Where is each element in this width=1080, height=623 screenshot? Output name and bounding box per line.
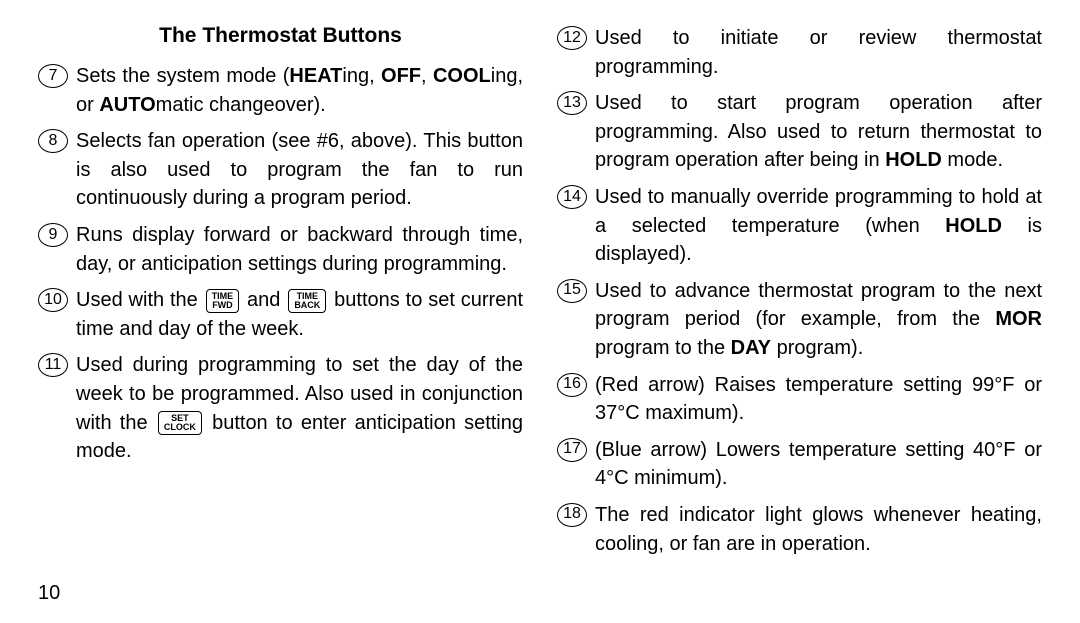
right-items: 12 Used to initiate or review thermostat … [557,24,1042,566]
item-number-badge: 10 [38,288,68,312]
item-number-badge: 13 [557,91,587,115]
item-number-badge: 11 [38,353,68,377]
item-number-badge: 7 [38,64,68,88]
item-number-badge: 15 [557,279,587,303]
left-column: The Thermostat Buttons 7 Sets the system … [38,24,523,605]
item-text: Used to initiate or review thermostat pr… [595,24,1042,81]
list-item: 12 Used to initiate or review thermostat … [557,24,1042,81]
item-text: The red indicator light glows whenever h… [595,501,1042,558]
list-item: 10 Used with the TIMEFWD and TIMEBACK but… [38,286,523,343]
two-column-layout: The Thermostat Buttons 7 Sets the system … [38,24,1042,605]
item-text: (Red arrow) Raises temperature setting 9… [595,371,1042,428]
item-text: (Blue arrow) Lowers temperature setting … [595,436,1042,493]
item-number-badge: 12 [557,26,587,50]
list-item: 7 Sets the system mode (HEATing, OFF, COO… [38,62,523,119]
item-text: Used during programming to set the day o… [76,351,523,465]
list-item: 8 Selects fan operation (see #6, above). … [38,127,523,213]
item-number-badge: 16 [557,373,587,397]
list-item: 16 (Red arrow) Raises temperature setting… [557,371,1042,428]
list-item: 13 Used to start program operation after … [557,89,1042,175]
item-text: Runs display forward or backward through… [76,221,523,278]
right-column: 12 Used to initiate or review thermostat … [557,24,1042,605]
item-number-badge: 18 [557,503,587,527]
item-number-badge: 17 [557,438,587,462]
item-text: Selects fan operation (see #6, above). T… [76,127,523,213]
list-item: 18 The red indicator light glows whenever… [557,501,1042,558]
item-text: Used to advance thermostat program to th… [595,277,1042,363]
section-title: The Thermostat Buttons [38,24,523,48]
manual-page: The Thermostat Buttons 7 Sets the system … [0,0,1080,623]
item-text: Sets the system mode (HEATing, OFF, COOL… [76,62,523,119]
item-text: Used with the TIMEFWD and TIMEBACK butto… [76,286,523,343]
item-number-badge: 14 [557,185,587,209]
item-number-badge: 9 [38,223,68,247]
list-item: 14 Used to manually override programming … [557,183,1042,269]
item-text: Used to start program operation after pr… [595,89,1042,175]
list-item: 11 Used during programming to set the day… [38,351,523,465]
list-item: 9 Runs display forward or backward throug… [38,221,523,278]
item-number-badge: 8 [38,129,68,153]
list-item: 15 Used to advance thermostat program to … [557,277,1042,363]
left-items: 7 Sets the system mode (HEATing, OFF, COO… [38,62,523,474]
list-item: 17 (Blue arrow) Lowers temperature settin… [557,436,1042,493]
page-number: 10 [38,576,523,605]
item-text: Used to manually override programming to… [595,183,1042,269]
